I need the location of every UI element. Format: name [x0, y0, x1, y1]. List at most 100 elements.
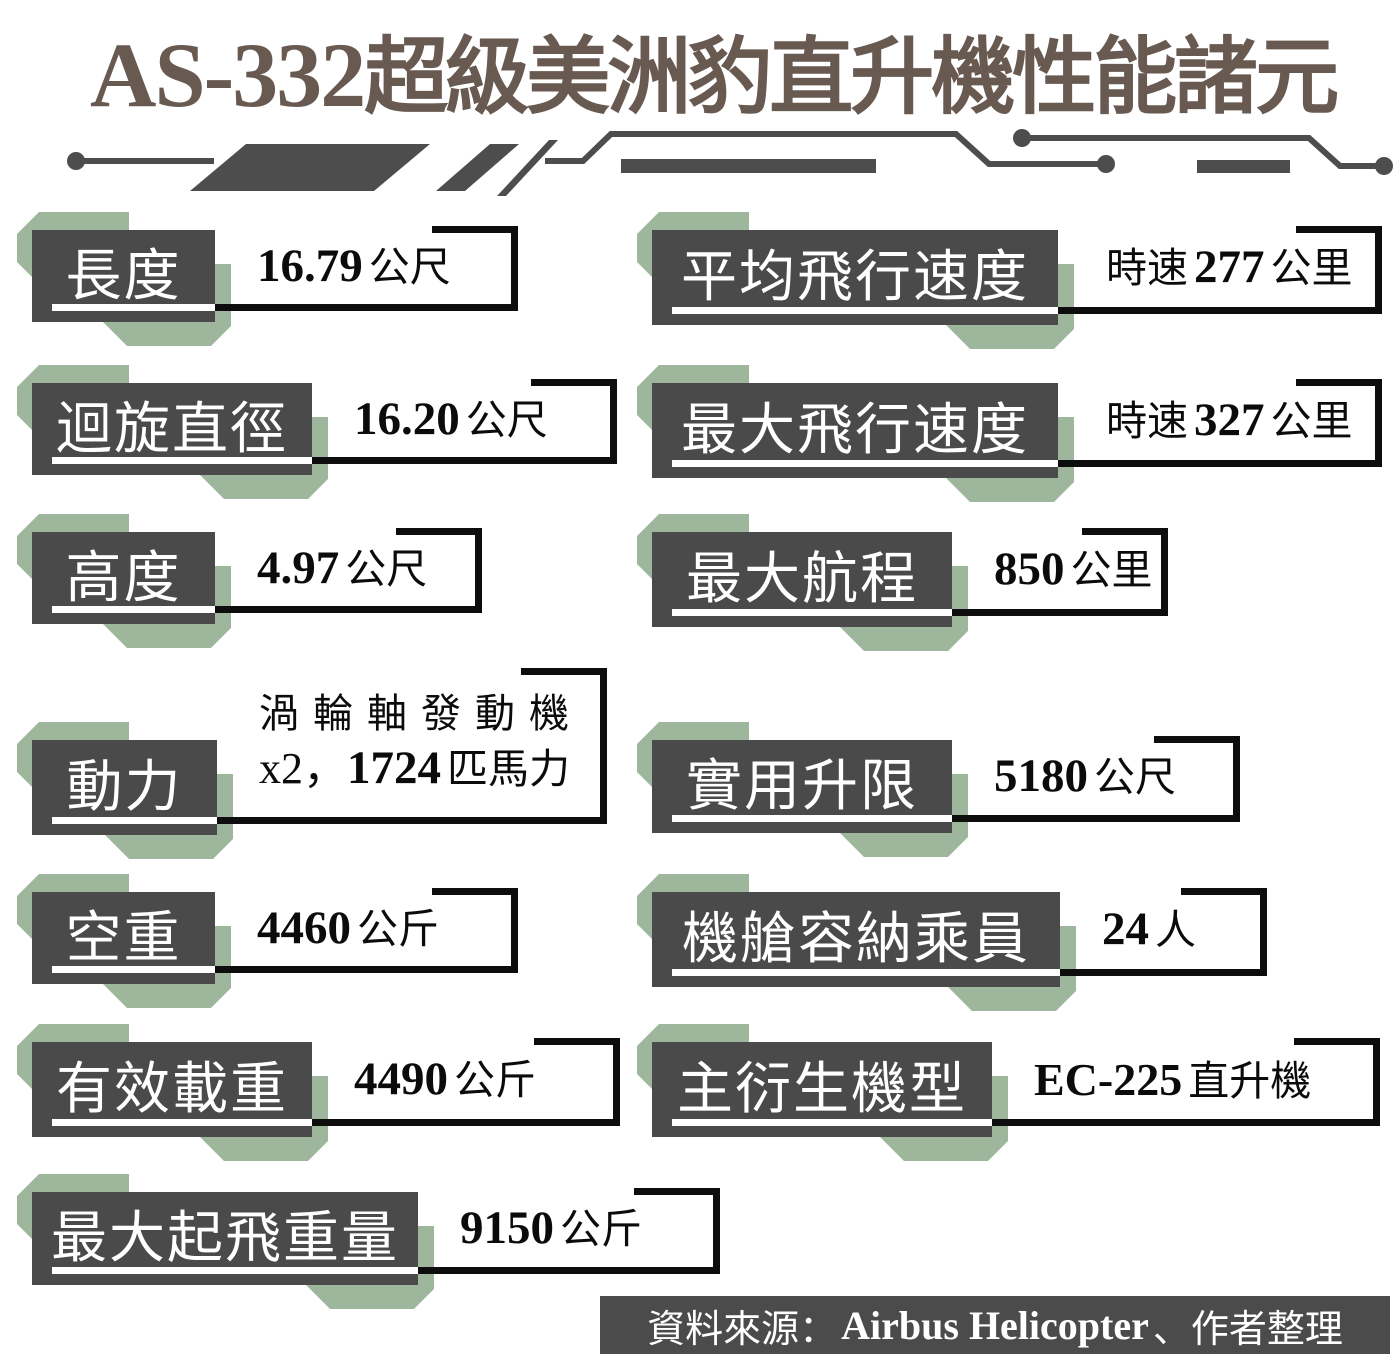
- value-segment: 公斤: [357, 905, 439, 952]
- value-segment: 327: [1194, 394, 1265, 447]
- bracket-top-line: [432, 226, 518, 233]
- bracket-top-line: [1296, 226, 1382, 233]
- value-segment: 時速: [1106, 245, 1188, 292]
- divider-slash-2: [497, 140, 558, 196]
- label-underline: [672, 969, 1060, 976]
- bracket-bottom-line: [1058, 460, 1382, 467]
- bracket-bottom-line: [1060, 969, 1267, 976]
- bracket-top-line: [521, 668, 607, 675]
- divider-dot-right: [1375, 157, 1393, 175]
- value-line: x2，1724 匹馬力: [259, 739, 576, 798]
- page-title-cjk: 超級美洲豹直升機性能諸元: [364, 30, 1339, 124]
- page-title: AS-332超級美洲豹直升機性能諸元: [90, 10, 1390, 131]
- spec-value: 24 人: [1102, 894, 1202, 965]
- label-underline: [52, 304, 215, 311]
- value-segment: 1724: [347, 742, 441, 795]
- value-segment: 4.97: [257, 541, 340, 594]
- bracket-bottom-line: [215, 966, 518, 973]
- bracket-right-line: [1161, 528, 1168, 616]
- bracket-right-line: [1260, 888, 1267, 976]
- spec-label: 機艙容納乘員: [682, 907, 1030, 970]
- bracket-bottom-line: [215, 304, 518, 311]
- value-segment: 時速: [1106, 398, 1188, 445]
- bracket-bottom-line: [418, 1267, 720, 1274]
- bracket-bottom-line: [217, 817, 607, 824]
- circuit-divider-graphic: [67, 129, 1393, 196]
- divider-dot-mid: [1097, 155, 1115, 173]
- value-line: 4.97 公尺: [257, 539, 433, 598]
- value-line: 850 公里: [994, 540, 1159, 599]
- bracket-top-line: [1181, 888, 1267, 895]
- value-segment: 16.79: [257, 239, 363, 292]
- bracket-top-line: [432, 888, 518, 895]
- value-segment: 公斤: [454, 1057, 536, 1104]
- spec-label: 平均飛行速度: [681, 245, 1029, 308]
- value-segment: 公里: [1270, 398, 1353, 445]
- value-segment: 人: [1155, 907, 1196, 954]
- value-segment: 匹馬力: [447, 746, 570, 793]
- value-line: 4460 公斤: [257, 899, 445, 958]
- label-underline: [672, 609, 952, 616]
- value-segment: 公里: [1270, 245, 1353, 292]
- spec-label: 最大起飛重量: [51, 1206, 399, 1269]
- value-line: 時速 327 公里: [1100, 391, 1359, 450]
- value-segment: 5180: [994, 750, 1088, 803]
- spec-label-box: 空重: [32, 892, 215, 984]
- bracket-bottom-line: [952, 609, 1168, 616]
- value-line: 16.79 公尺: [257, 237, 457, 296]
- label-underline: [52, 1267, 418, 1274]
- divider-slash-1: [436, 144, 519, 191]
- spec-value: 9150 公斤: [460, 1194, 648, 1263]
- label-underline: [672, 815, 952, 822]
- value-segment: 850: [994, 543, 1065, 596]
- divider-bar-1: [621, 159, 876, 173]
- bracket-top-line: [1296, 379, 1382, 386]
- bracket-bottom-line: [992, 1119, 1380, 1126]
- bracket-right-line: [511, 888, 518, 973]
- value-segment: 公尺: [465, 396, 548, 443]
- value-segment: 24: [1102, 903, 1149, 956]
- value-line: 時速 277 公里: [1100, 238, 1359, 297]
- spec-label: 迴旋直徑: [56, 396, 288, 460]
- spec-label: 長度: [65, 243, 182, 307]
- divider-trace-1: [545, 131, 1102, 167]
- bracket-right-line: [600, 668, 607, 824]
- bracket-top-line: [634, 1188, 720, 1195]
- spec-value: 時速 277 公里: [1100, 232, 1359, 303]
- spec-value: 5180 公尺: [994, 742, 1182, 811]
- spec-label: 有效載重: [56, 1057, 288, 1120]
- spec-label: 實用升限: [686, 754, 918, 817]
- label-underline: [672, 1119, 992, 1126]
- value-segment: 4460: [257, 901, 351, 954]
- spec-value: 時速 327 公里: [1100, 385, 1359, 456]
- spec-value: 4460 公斤: [257, 894, 445, 962]
- value-segment: 16.20: [354, 392, 460, 445]
- bracket-top-line: [1154, 736, 1240, 743]
- bracket-top-line: [534, 1038, 620, 1045]
- label-underline: [52, 817, 217, 824]
- bracket-right-line: [610, 379, 617, 464]
- value-line: 16.20 公尺: [354, 390, 554, 449]
- value-segment: 渦輪軸發動機: [259, 692, 583, 737]
- source-text: 資料來源：: [647, 1308, 838, 1351]
- spec-label: 最大飛行速度: [681, 398, 1029, 461]
- spec-value: 850 公里: [994, 534, 1159, 605]
- bracket-top-line: [1294, 1038, 1380, 1045]
- bracket-right-line: [1375, 379, 1382, 467]
- label-underline: [52, 606, 215, 613]
- spec-value: 4490 公斤: [354, 1044, 542, 1115]
- bracket-bottom-line: [312, 457, 617, 464]
- divider-trace-2: [1022, 135, 1380, 169]
- value-segment: 公尺: [368, 243, 451, 290]
- label-underline: [52, 457, 312, 464]
- value-segment: 9150: [460, 1202, 554, 1255]
- value-segment: x2，: [259, 744, 347, 794]
- value-line: 9150 公斤: [460, 1199, 648, 1258]
- divider-parallelogram: [190, 144, 430, 191]
- source-text-suffix: 、作者整理: [1152, 1308, 1343, 1351]
- spec-label: 空重: [65, 905, 182, 969]
- bracket-bottom-line: [952, 815, 1240, 822]
- value-segment: 公斤: [560, 1206, 642, 1253]
- label-underline: [672, 307, 1058, 314]
- bracket-right-line: [1233, 736, 1240, 822]
